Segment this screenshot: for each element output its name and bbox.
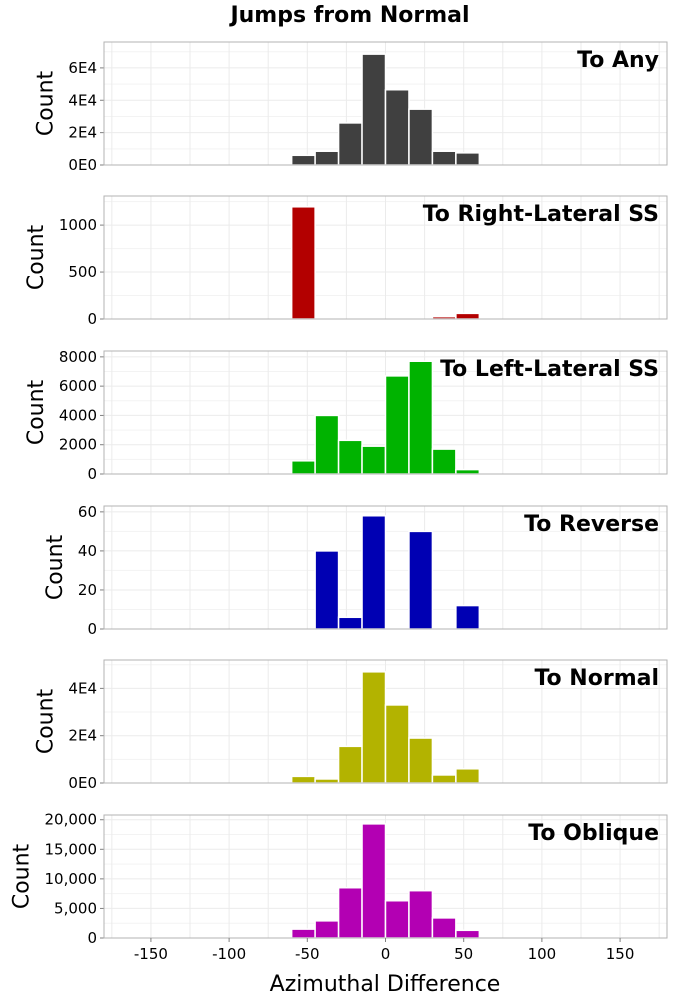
y-tick-label: 0	[87, 929, 97, 947]
x-axis-label: Azimuthal Difference	[270, 972, 501, 997]
histogram-bar	[408, 889, 434, 939]
y-tick-label: 10,000	[45, 870, 98, 888]
panel-label: To Oblique	[528, 821, 659, 846]
y-tick-label: 0E0	[68, 156, 97, 174]
y-axis-label: Count	[33, 688, 58, 754]
x-tick-label: -100	[212, 945, 246, 963]
y-axis-label: Count	[24, 224, 49, 290]
histogram-bar	[314, 550, 340, 630]
y-tick-label: 0	[87, 310, 97, 328]
histogram-bar	[314, 778, 340, 784]
histogram-bar	[408, 360, 434, 475]
histogram-bar	[431, 150, 457, 166]
y-tick-label: 1000	[59, 216, 97, 234]
y-tick-label: 20,000	[45, 811, 98, 829]
y-tick-label: 4E4	[68, 679, 97, 697]
histogram-bar	[431, 774, 457, 784]
histogram-bar	[361, 671, 387, 784]
histogram-bar	[455, 312, 481, 320]
panel-3: 0 2000 4000 6000 8000 To Left-Lateral SS Count	[24, 348, 668, 483]
y-axis-label: Count	[33, 70, 58, 136]
panel-frame	[103, 505, 668, 630]
histogram-bar	[384, 899, 410, 939]
histogram-bar	[337, 439, 363, 475]
y-axis-label: Count	[24, 379, 49, 445]
histogram-bar	[314, 920, 340, 939]
histogram-bar	[337, 616, 363, 630]
histogram-bar	[361, 53, 387, 166]
x-tick-label: 100	[528, 945, 557, 963]
histogram-bar	[384, 704, 410, 784]
y-tick-label: 0	[87, 620, 97, 638]
y-tick-label: 0E0	[68, 774, 97, 792]
histogram-bar	[290, 154, 316, 166]
panel-frame	[103, 41, 668, 166]
y-tick-label: 6E4	[68, 59, 97, 77]
x-tick-label: 0	[381, 945, 391, 963]
histogram-bar	[455, 604, 481, 630]
y-axis-label: Count	[10, 843, 35, 909]
panel-label: To Right-Lateral SS	[423, 202, 659, 227]
panel-frame	[103, 350, 668, 475]
histogram-bar	[337, 886, 363, 939]
panel-1: 0E0 2E4 4E4 6E4 To Any Count	[33, 41, 668, 174]
y-tick-label: 40	[78, 542, 97, 560]
panel-frame	[103, 659, 668, 784]
y-axis-label: Count	[43, 534, 68, 600]
chart-title: Jumps from Normal	[228, 3, 469, 28]
panel-2: 0 500 1000 To Right-Lateral SS Count	[24, 195, 668, 328]
y-tick-label: 4000	[59, 406, 97, 424]
y-tick-label: 500	[68, 263, 97, 281]
panel-label: To Any	[577, 48, 659, 73]
histogram-bar	[337, 122, 363, 166]
panel-frame	[103, 195, 668, 320]
histogram-bar	[361, 515, 387, 630]
histogram-bar	[384, 88, 410, 166]
panel-label: To Reverse	[524, 512, 659, 537]
histogram-bar	[361, 823, 387, 939]
y-tick-label: 0	[87, 465, 97, 483]
histogram-bar	[337, 745, 363, 784]
panel-5: 0E0 2E4 4E4 To Normal Count	[33, 659, 668, 792]
y-tick-label: 20	[78, 581, 97, 599]
x-tick-label: 150	[606, 945, 635, 963]
histogram-bar	[455, 768, 481, 784]
histogram-bar	[408, 108, 434, 166]
histogram-bar	[361, 445, 387, 475]
histogram-bar	[290, 775, 316, 784]
y-tick-label: 60	[78, 503, 97, 521]
histogram-bar	[290, 460, 316, 475]
histogram-bar	[431, 917, 457, 939]
x-tick-label: -150	[134, 945, 168, 963]
panel-6: 0 5,000 10,000 15,000 20,000 To Oblique Count -…	[10, 811, 668, 963]
histogram-bar	[408, 530, 434, 630]
histogram-bar	[455, 929, 481, 939]
y-tick-label: 5,000	[54, 899, 97, 917]
histogram-bar	[314, 414, 340, 475]
y-tick-label: 2E4	[68, 727, 97, 745]
x-tick-label: 50	[454, 945, 473, 963]
histogram-bar	[314, 150, 340, 166]
histogram-bar	[455, 468, 481, 475]
y-tick-label: 4E4	[68, 91, 97, 109]
histogram-bar	[455, 152, 481, 166]
histogram-bar	[290, 206, 316, 320]
panel-label: To Left-Lateral SS	[440, 357, 659, 382]
panel-label: To Normal	[534, 666, 659, 691]
y-tick-label: 2E4	[68, 124, 97, 142]
y-tick-label: 15,000	[45, 840, 98, 858]
y-tick-label: 8000	[59, 348, 97, 366]
x-tick-label: -50	[295, 945, 320, 963]
y-tick-label: 6000	[59, 377, 97, 395]
histogram-bar	[290, 928, 316, 939]
y-tick-label: 2000	[59, 436, 97, 454]
panel-4: 0 20 40 60 To Reverse Count	[43, 503, 668, 638]
histogram-bar	[408, 737, 434, 784]
histogram-bar	[431, 448, 457, 475]
histogram-bar	[384, 375, 410, 475]
